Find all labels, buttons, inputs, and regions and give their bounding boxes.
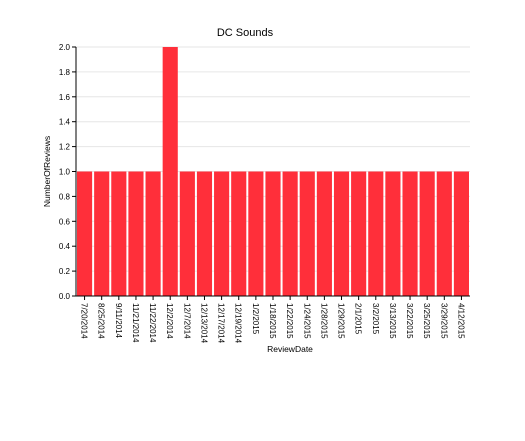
x-axis: 7/20/2014 8/25/2014 9/11/2014 11/21/2014 11/… bbox=[76, 295, 470, 344]
x-axis-label: ReviewDate bbox=[267, 344, 313, 354]
x-tick-label: 1/29/2015 bbox=[337, 303, 346, 339]
bar bbox=[299, 171, 315, 296]
bars bbox=[77, 47, 469, 296]
bar bbox=[453, 171, 469, 296]
x-tick-label: 9/11/2014 bbox=[114, 303, 123, 339]
x-tick-label: 4/12/2015 bbox=[456, 303, 465, 339]
x-tick-label: 3/25/2015 bbox=[422, 303, 431, 339]
bar bbox=[162, 47, 178, 296]
x-tick-label: 8/25/2014 bbox=[97, 303, 106, 339]
bar bbox=[145, 171, 161, 296]
bar bbox=[368, 171, 384, 296]
y-tick-label: 0.4 bbox=[59, 242, 71, 251]
x-tick-label: 2/1/2015 bbox=[354, 303, 363, 335]
bar bbox=[333, 171, 350, 296]
x-tick-label: 12/7/2014 bbox=[182, 303, 191, 339]
x-tick-label: 12/2/2014 bbox=[165, 303, 174, 339]
y-axis-label: NumberOfReviews bbox=[42, 136, 52, 207]
bar bbox=[214, 171, 230, 296]
y-tick-label: 0.8 bbox=[59, 192, 71, 201]
x-tick-label: 12/19/2014 bbox=[234, 303, 243, 344]
x-tick-label: 12/13/2014 bbox=[199, 303, 208, 344]
bar bbox=[436, 171, 452, 296]
bar bbox=[196, 171, 213, 296]
bar bbox=[265, 171, 281, 296]
x-tick-label: 11/22/2014 bbox=[148, 303, 157, 343]
y-tick-label: 0.6 bbox=[59, 217, 71, 226]
bar bbox=[316, 171, 332, 296]
y-tick-label: 0.0 bbox=[59, 292, 71, 301]
bar bbox=[419, 171, 435, 296]
bar bbox=[111, 171, 127, 296]
chart-title: DC Sounds bbox=[217, 27, 274, 39]
bar bbox=[402, 171, 418, 296]
bar bbox=[179, 171, 195, 296]
y-tick-label: 1.6 bbox=[59, 93, 71, 102]
x-tick-label: 3/2/2015 bbox=[371, 303, 380, 335]
x-tick-label: 1/2/2015 bbox=[251, 303, 260, 335]
x-tick-label: 12/17/2014 bbox=[217, 303, 226, 344]
y-tick-label: 0.2 bbox=[59, 267, 71, 276]
x-tick-label: 11/21/2014 bbox=[131, 303, 140, 343]
x-tick-label: 1/18/2015 bbox=[268, 303, 277, 339]
bar bbox=[128, 171, 144, 296]
x-tick-label: 1/22/2015 bbox=[285, 303, 294, 339]
x-tick-label: 3/13/2015 bbox=[388, 303, 397, 339]
x-tick-label: 3/22/2015 bbox=[405, 303, 414, 339]
bar bbox=[94, 171, 110, 296]
bar bbox=[282, 171, 298, 296]
bar bbox=[77, 171, 93, 296]
y-axis: 0.0 0.2 0.4 0.6 0.8 1.0 1.2 1.4 1.6 1.8 2.0 bbox=[59, 43, 77, 301]
y-tick-label: 1.4 bbox=[59, 118, 71, 127]
x-tick-label: 7/20/2014 bbox=[80, 303, 89, 339]
bar bbox=[248, 171, 264, 296]
x-tick-label: 3/29/2015 bbox=[439, 303, 448, 339]
bar bbox=[385, 171, 401, 296]
y-tick-label: 1.8 bbox=[59, 68, 71, 77]
bar bbox=[231, 171, 247, 296]
x-tick-label: 1/28/2015 bbox=[319, 303, 328, 339]
y-tick-label: 1.2 bbox=[59, 143, 71, 152]
bar bbox=[351, 171, 367, 296]
x-tick-label: 1/24/2015 bbox=[302, 303, 311, 339]
y-tick-label: 2.0 bbox=[59, 43, 71, 52]
y-tick-label: 1.0 bbox=[59, 168, 71, 177]
